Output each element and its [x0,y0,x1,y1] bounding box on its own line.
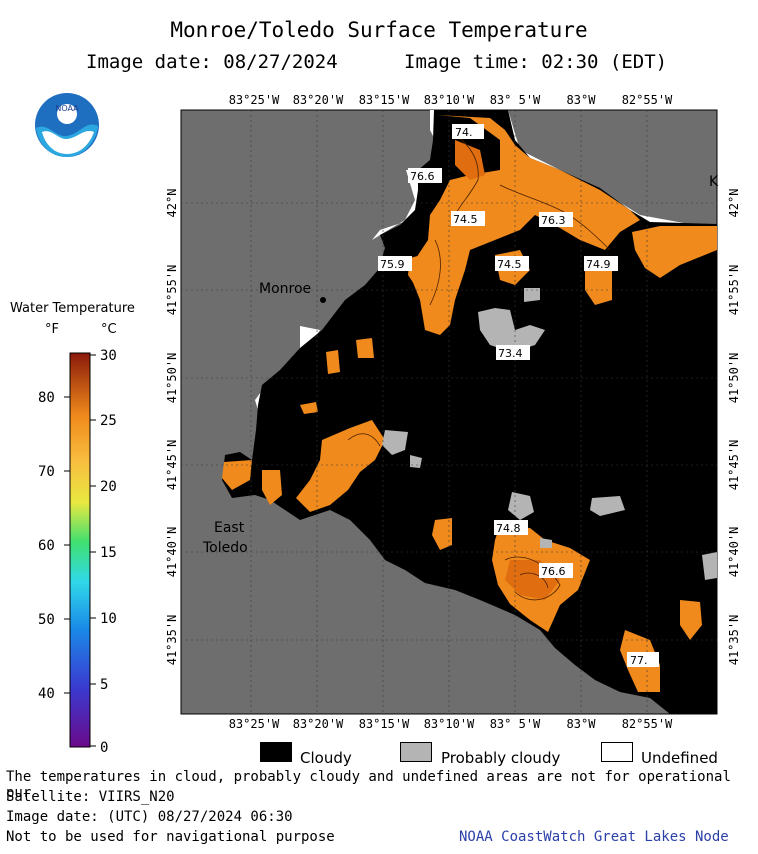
lat-label: 41°45'N [727,440,741,491]
f-tick-label: 70 [38,464,55,480]
monroe-marker [320,297,326,303]
toledo-marker [231,491,237,497]
footer-note: The temperatures in cloud, probably clou… [6,769,731,801]
c-tick-label: 20 [100,479,117,495]
celsius-labels: 30 25 20 15 10 5 0 [100,348,117,756]
lon-label: 83°20'W [293,93,344,107]
undefined-swatch [601,742,633,762]
temp-label: 74. [455,126,473,139]
temp-label: 74.8 [496,522,521,535]
temp-label: 77. [630,654,648,667]
legend-title: Water Temperature [10,301,135,316]
celsius-ticks [90,354,96,747]
lon-label: 83°W [567,717,597,731]
fahrenheit-ticks [64,396,70,694]
town-toledo: Toledo [202,540,248,556]
probably-cloudy-swatch [400,742,432,762]
lon-label: 83°10'W [424,93,475,107]
temp-label: 76.6 [410,170,435,183]
f-tick-label: 40 [38,686,55,702]
graticule [181,110,717,714]
c-tick-label: 5 [100,677,108,693]
lon-labels-bottom: 83°25'W 83°20'W 83°15'W 83°10'W 83° 5'W … [229,717,673,731]
lat-label: 41°50'N [727,353,741,404]
noaa-logo-icon: NOAA [35,93,99,157]
temp-label: 76.6 [541,565,566,578]
lon-label: 83°20'W [293,717,344,731]
lon-label: 83° 5'W [490,93,541,107]
temp-label: 74.5 [497,258,522,271]
lon-label: 83° 5'W [490,717,541,731]
logo-text: NOAA [55,104,79,113]
lat-label: 41°35'N [727,615,741,666]
lat-label: 41°55'N [165,265,179,316]
lon-label: 82°55'W [622,717,673,731]
town-east: East [214,520,245,536]
edge-letter: K [709,174,719,190]
footer-utc-date: Image date: (UTC) 08/27/2024 06:30 [6,809,293,825]
lat-label: 41°40'N [727,527,741,578]
cloudy-swatch [260,742,292,762]
lat-label: 41°50'N [165,353,179,404]
unit-celsius: °C [101,322,117,337]
lat-label: 41°45'N [165,440,179,491]
c-tick-label: 10 [100,611,117,627]
temp-label: 74.9 [586,258,611,271]
lon-labels-top: 83°25'W 83°20'W 83°15'W 83°10'W 83° 5'W … [229,93,673,107]
unit-fahrenheit: °F [45,322,59,337]
lon-label: 82°55'W [622,93,673,107]
f-tick-label: 80 [38,390,55,406]
c-tick-label: 25 [100,413,117,429]
f-tick-label: 50 [38,612,55,628]
temp-label: 75.9 [380,258,405,271]
map-title: Monroe/Toledo Surface Temperature [170,18,588,42]
temp-label: 76.3 [541,214,566,227]
lon-label: 83°15'W [359,717,410,731]
lon-label: 83°W [567,93,597,107]
undefined-label: Undefined [641,749,718,767]
c-tick-label: 30 [100,348,117,364]
footer-satellite: Satellite: VIIRS_N20 [6,789,175,805]
lat-label: 42°N [727,189,741,218]
lat-label: 41°35'N [165,615,179,666]
c-tick-label: 0 [100,740,108,756]
town-monroe: Monroe [259,281,311,297]
cloudy-label: Cloudy [300,749,352,767]
footer-credit: NOAA CoastWatch Great Lakes Node [459,829,729,845]
lon-label: 83°15'W [359,93,410,107]
lat-labels-left: 42°N 41°55'N 41°50'N 41°45'N 41°40'N 41°… [165,189,179,666]
lat-label: 41°55'N [727,265,741,316]
lon-label: 83°10'W [424,717,475,731]
lat-label: 42°N [165,189,179,218]
temp-label: 73.4 [498,347,523,360]
f-tick-label: 60 [38,538,55,554]
fahrenheit-labels: 80 70 60 50 40 [38,390,55,702]
temperature-labels: 74. 76.6 74.5 76.3 75.9 74.5 74.9 73.4 7… [378,124,659,667]
temp-label: 74.5 [453,213,478,226]
probably-cloudy-areas [382,288,717,580]
lat-label: 41°40'N [165,527,179,578]
footer-navigation: Not to be used for navigational purpose [6,829,335,845]
lon-label: 83°25'W [229,93,280,107]
image-date: Image date: 08/27/2024 [86,51,338,73]
image-time: Image time: 02:30 (EDT) [404,51,668,73]
probably-cloudy-label: Probably cloudy [441,749,561,767]
lat-labels-right: 42°N 41°55'N 41°50'N 41°45'N 41°40'N 41°… [727,189,741,666]
isotherm-contours [347,134,611,601]
color-scale-bar [69,352,91,748]
lon-label: 83°25'W [229,717,280,731]
c-tick-label: 15 [100,545,117,561]
